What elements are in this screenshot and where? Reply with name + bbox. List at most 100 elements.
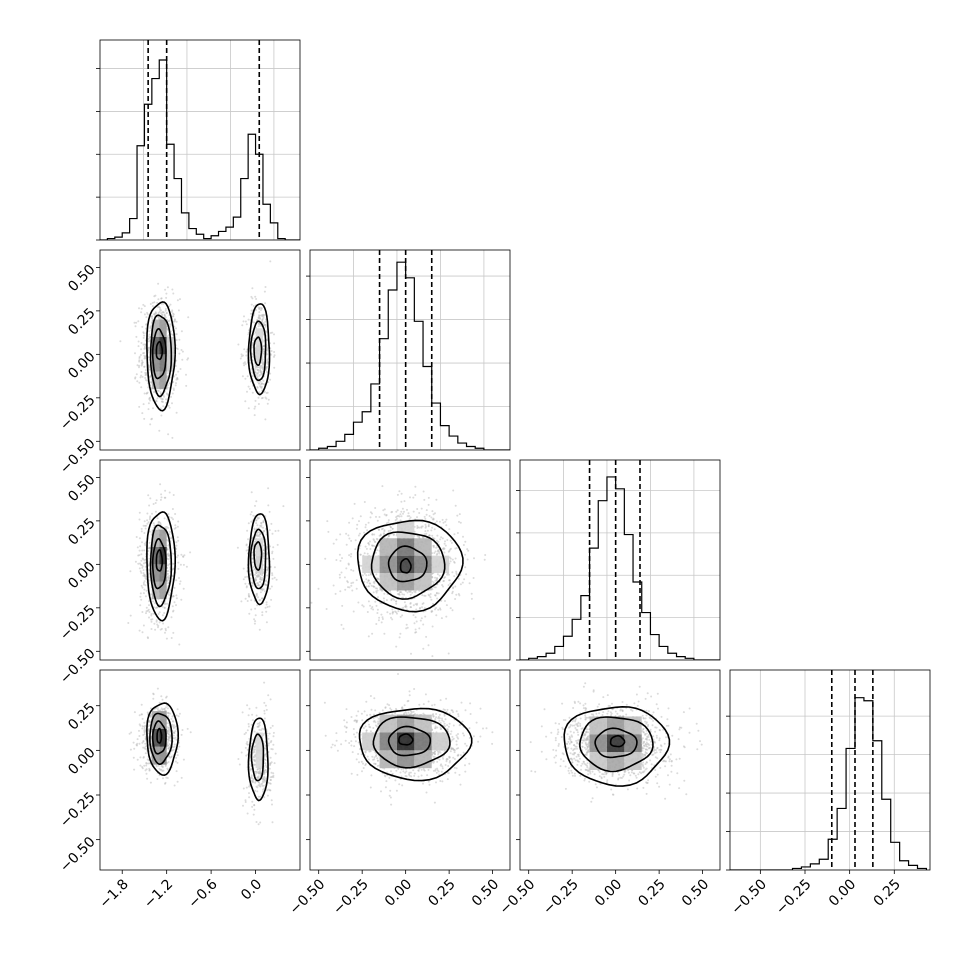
scatter-point bbox=[185, 373, 187, 376]
scatter-point bbox=[271, 821, 274, 824]
density-cell bbox=[151, 728, 160, 747]
scatter-point bbox=[167, 404, 170, 407]
contour-line bbox=[146, 511, 176, 622]
scatter-point bbox=[255, 500, 258, 503]
scatter-point bbox=[425, 513, 428, 516]
scatter-point bbox=[172, 381, 175, 383]
scatter-point bbox=[427, 644, 430, 647]
scatter-point bbox=[263, 344, 266, 347]
scatter-point bbox=[167, 513, 170, 516]
scatter-p2-p0-plot-area bbox=[127, 483, 285, 646]
scatter-point bbox=[259, 573, 262, 576]
scatter-point bbox=[254, 577, 257, 579]
scatter-point bbox=[343, 576, 346, 579]
scatter-point bbox=[338, 553, 341, 556]
scatter-point bbox=[260, 524, 263, 527]
scatter-point bbox=[245, 354, 248, 357]
scatter-point bbox=[143, 520, 146, 523]
scatter-point bbox=[433, 586, 436, 589]
scatter-point bbox=[149, 396, 151, 399]
scatter-point bbox=[252, 813, 255, 816]
scatter-point bbox=[415, 608, 418, 611]
scatter-point bbox=[254, 607, 257, 610]
scatter-point bbox=[369, 540, 371, 543]
scatter-point bbox=[138, 714, 141, 717]
scatter-point bbox=[142, 746, 145, 749]
scatter-point bbox=[172, 312, 174, 315]
scatter-point bbox=[422, 647, 425, 650]
scatter-point bbox=[142, 558, 145, 561]
scatter-point bbox=[437, 592, 440, 595]
scatter-point bbox=[165, 292, 168, 295]
scatter-point bbox=[392, 611, 395, 613]
scatter-point bbox=[261, 589, 264, 592]
scatter-point bbox=[263, 712, 266, 715]
scatter-point bbox=[167, 727, 170, 730]
scatter-point bbox=[249, 312, 252, 315]
scatter-point bbox=[143, 532, 146, 534]
scatter-point bbox=[259, 576, 262, 579]
scatter-point bbox=[150, 613, 153, 615]
scatter-point bbox=[403, 593, 406, 596]
scatter-point bbox=[424, 615, 427, 618]
scatter-point bbox=[366, 552, 369, 555]
scatter-point bbox=[272, 735, 275, 738]
scatter-point bbox=[439, 538, 442, 541]
scatter-point bbox=[166, 548, 169, 551]
scatter-point bbox=[266, 789, 269, 792]
scatter-point bbox=[164, 764, 167, 767]
scatter-point bbox=[348, 521, 351, 524]
density-cell bbox=[255, 732, 263, 751]
scatter-point bbox=[157, 315, 159, 318]
scatter-point bbox=[251, 375, 254, 378]
scatter-point bbox=[439, 607, 441, 610]
density-cell bbox=[159, 564, 167, 582]
scatter-point bbox=[405, 623, 408, 626]
scatter-point bbox=[427, 503, 430, 506]
scatter-point bbox=[438, 520, 441, 523]
scatter-point bbox=[374, 507, 377, 509]
scatter-point bbox=[433, 544, 435, 547]
scatter-point bbox=[170, 395, 172, 398]
scatter-point bbox=[424, 523, 427, 526]
scatter-point bbox=[380, 528, 383, 531]
scatter-point bbox=[252, 305, 255, 307]
scatter-point bbox=[266, 794, 269, 797]
scatter-point bbox=[378, 616, 381, 619]
scatter-point bbox=[245, 742, 248, 745]
scatter-point bbox=[260, 307, 263, 309]
scatter-point bbox=[262, 526, 264, 529]
scatter-point bbox=[397, 610, 400, 613]
scatter-point bbox=[422, 623, 425, 626]
scatter-point bbox=[253, 759, 256, 762]
scatter-point bbox=[423, 607, 426, 610]
scatter-point bbox=[247, 333, 250, 336]
scatter-point bbox=[353, 502, 356, 505]
scatter-point bbox=[156, 517, 159, 520]
scatter-point bbox=[450, 547, 452, 550]
contour-line bbox=[155, 549, 164, 572]
scatter-point bbox=[372, 538, 375, 541]
scatter-point bbox=[444, 544, 447, 547]
scatter-point bbox=[148, 600, 151, 603]
scatter-point bbox=[422, 490, 425, 493]
scatter-point bbox=[383, 508, 386, 511]
scatter-point bbox=[264, 745, 267, 748]
scatter-point bbox=[141, 325, 144, 328]
scatter-point bbox=[176, 708, 179, 711]
scatter-point bbox=[132, 741, 135, 744]
scatter-point bbox=[408, 590, 410, 593]
scatter-point bbox=[365, 585, 368, 588]
scatter-point bbox=[163, 612, 166, 614]
scatter-point bbox=[138, 742, 141, 745]
scatter-point bbox=[174, 384, 177, 387]
scatter-point bbox=[324, 557, 327, 560]
scatter-point bbox=[149, 707, 152, 710]
contour-line bbox=[356, 519, 464, 613]
scatter-point bbox=[451, 592, 454, 595]
scatter-point bbox=[267, 744, 270, 747]
scatter-point bbox=[382, 597, 385, 600]
y-tick-label: 0.00 bbox=[65, 349, 98, 382]
scatter-point bbox=[170, 616, 173, 619]
scatter-point bbox=[143, 725, 146, 728]
